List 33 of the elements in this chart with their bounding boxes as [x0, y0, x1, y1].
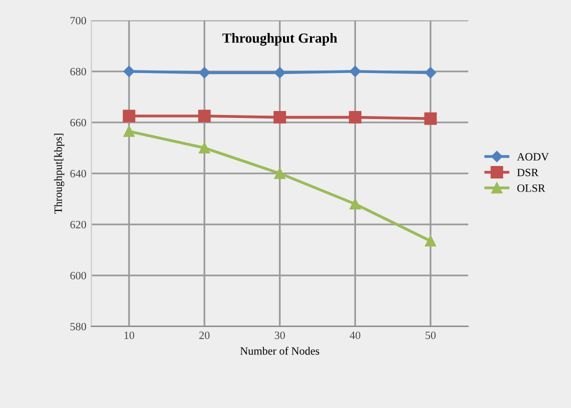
legend-label: DSR — [517, 168, 538, 176]
x-tick-label: 40 — [350, 332, 360, 340]
point — [198, 67, 210, 78]
y-axis-title: Throughput[kbps] — [54, 134, 64, 214]
y-tick-label: 600 — [70, 272, 86, 280]
point — [122, 110, 136, 122]
y-tick-label: 660 — [70, 118, 86, 126]
x-tick-label: 30 — [274, 332, 285, 340]
x-axis-title: Number of Nodes — [240, 346, 320, 355]
point — [424, 235, 436, 247]
y-tick-label: 680 — [70, 68, 86, 76]
x-tick-label: 20 — [199, 332, 210, 340]
point — [350, 198, 361, 210]
point — [274, 67, 286, 78]
point — [424, 67, 436, 78]
point — [424, 112, 437, 125]
point — [274, 168, 286, 179]
legend-label: OLSR — [517, 184, 546, 192]
x-tick-label: 10 — [124, 332, 134, 340]
point — [123, 126, 135, 137]
point — [198, 110, 211, 122]
y-tick-label: 580 — [70, 322, 86, 330]
point — [274, 111, 286, 124]
point — [348, 111, 362, 124]
y-tick-label: 620 — [70, 220, 86, 228]
y-tick-label: 700 — [70, 16, 86, 24]
x-tick-label: 50 — [426, 332, 436, 340]
y-tick-label: 640 — [70, 170, 86, 178]
point — [198, 142, 210, 154]
point — [123, 66, 135, 78]
legend-label: AODV — [516, 153, 549, 161]
text: Throughput Graph — [222, 33, 338, 46]
point — [350, 66, 361, 78]
